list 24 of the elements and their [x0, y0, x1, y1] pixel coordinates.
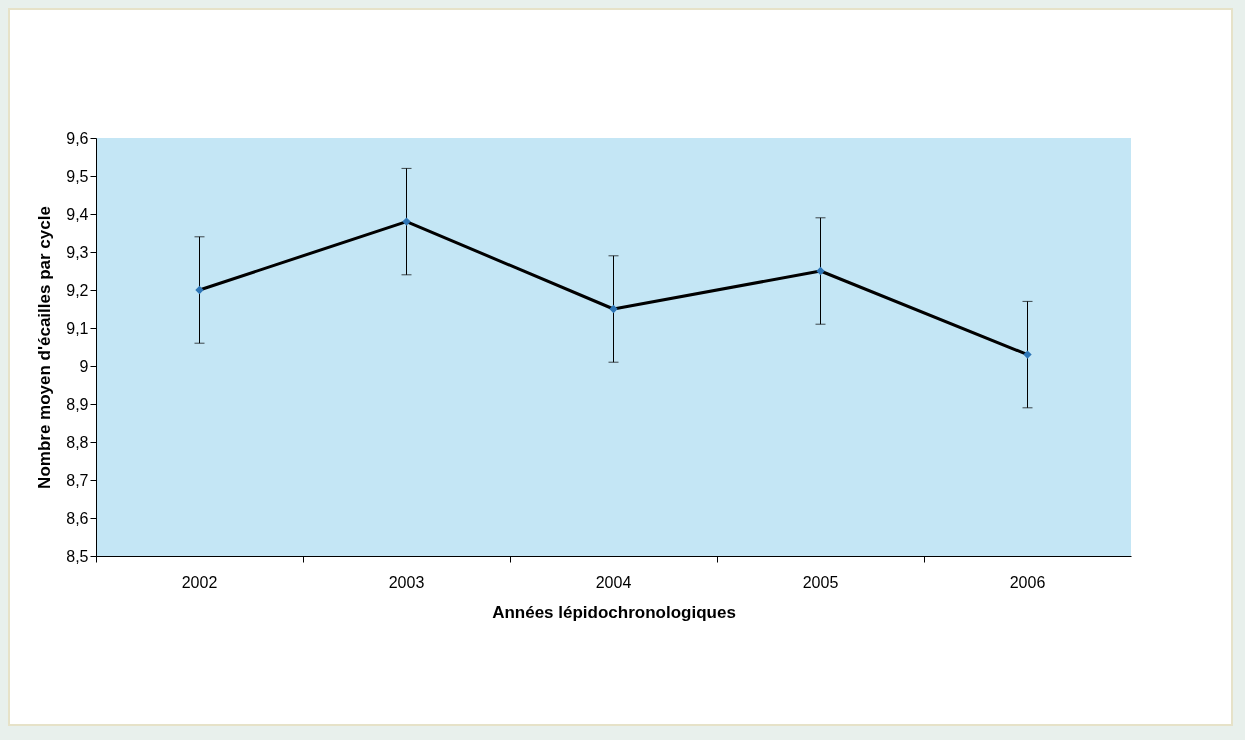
y-tick-label: 9,4 — [66, 205, 89, 223]
point — [609, 304, 618, 314]
y-tick-label: 9 — [79, 357, 89, 375]
point — [1023, 350, 1032, 359]
x-tick-label: 2003 — [388, 573, 425, 591]
point — [402, 217, 411, 226]
point — [816, 266, 825, 276]
y-tick-label: 9,6 — [66, 129, 89, 147]
y-tick-label: 8,7 — [66, 471, 89, 489]
y-tick-label: 9,2 — [66, 281, 89, 299]
x-axis-title: Années lépidochronologiques — [492, 602, 736, 622]
y-tick-label: 8,6 — [66, 509, 89, 527]
y-tick-label: 9,5 — [66, 167, 89, 185]
y-tick-label: 9,1 — [66, 319, 89, 337]
x-tick-label: 2005 — [802, 573, 839, 591]
x-tick-label: 2004 — [595, 573, 632, 591]
y-tick-label: 9,3 — [66, 243, 89, 261]
point — [195, 285, 204, 295]
y-tick-label: 8,8 — [66, 433, 89, 451]
y-tick-label: 8,9 — [66, 395, 89, 413]
x-tick-label: 2002 — [181, 573, 218, 591]
y-tick-label: 8,5 — [66, 547, 89, 565]
y-axis-title: Nombre moyen d'écailles par cycle — [35, 206, 55, 489]
x-tick-label: 2006 — [1009, 573, 1046, 591]
